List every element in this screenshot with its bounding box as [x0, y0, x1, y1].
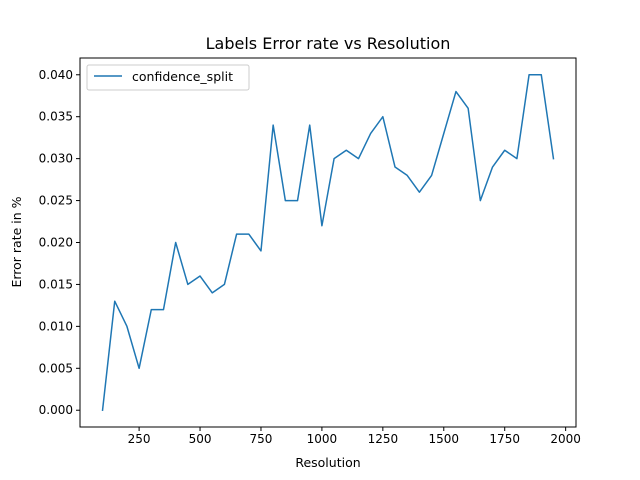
data-point — [430, 174, 432, 176]
data-point — [150, 308, 152, 310]
data-point — [199, 275, 201, 277]
x-axis-ticks: 250 500 750 1000 1250 1500 1750 2000 — [128, 427, 581, 446]
data-point — [516, 157, 518, 159]
x-tick-label: 1750 — [489, 432, 520, 446]
legend-label: confidence_split — [132, 69, 233, 84]
data-point — [174, 241, 176, 243]
data-point — [333, 157, 335, 159]
legend-box — [86, 64, 250, 91]
data-point — [552, 157, 554, 159]
y-tick-label: 0.040 — [39, 68, 73, 82]
y-tick-label: 0.015 — [39, 277, 73, 291]
data-point — [504, 149, 506, 151]
data-point — [211, 292, 213, 294]
data-point — [126, 325, 128, 327]
y-axis-label: Error rate in % — [9, 196, 24, 287]
y-axis-ticks: 0.000 0.005 0.010 0.015 0.020 0.025 0.030 0.035… — [39, 68, 80, 417]
data-point — [528, 74, 530, 76]
data-point — [345, 149, 347, 151]
data-point — [309, 124, 311, 126]
x-axis-label: Resolution — [295, 455, 360, 470]
x-tick-label: 750 — [250, 432, 273, 446]
x-tick-label: 2000 — [550, 432, 581, 446]
data-point — [455, 90, 457, 92]
data-point — [260, 250, 262, 252]
data-point — [406, 174, 408, 176]
x-tick-label: 1500 — [429, 432, 460, 446]
series-layer — [101, 74, 555, 412]
y-tick-label: 0.025 — [39, 194, 73, 208]
data-point — [138, 367, 140, 369]
data-point — [114, 300, 116, 302]
data-point — [491, 166, 493, 168]
data-point — [357, 157, 359, 159]
data-point — [443, 132, 445, 134]
series-line-confidence-split — [101, 74, 555, 412]
legend: confidence_split — [86, 64, 250, 91]
data-point — [321, 225, 323, 227]
x-tick-label: 1000 — [307, 432, 338, 446]
data-point — [479, 199, 481, 201]
y-tick-label: 0.035 — [39, 110, 73, 124]
data-point — [369, 132, 371, 134]
data-point — [272, 124, 274, 126]
chart-title: Labels Error rate vs Resolution — [206, 34, 451, 53]
x-tick-label: 500 — [189, 432, 212, 446]
y-tick-label: 0.020 — [39, 236, 73, 250]
y-tick-label: 0.010 — [39, 319, 73, 333]
data-point — [418, 191, 420, 193]
data-point — [162, 308, 164, 310]
y-tick-label: 0.030 — [39, 152, 73, 166]
x-tick-label: 250 — [128, 432, 151, 446]
data-point — [223, 283, 225, 285]
data-point — [235, 233, 237, 235]
data-point — [394, 166, 396, 168]
data-point — [296, 199, 298, 201]
data-point — [187, 283, 189, 285]
x-tick-label: 1250 — [368, 432, 399, 446]
y-tick-label: 0.000 — [39, 403, 73, 417]
y-tick-label: 0.005 — [39, 361, 73, 375]
data-point — [382, 116, 384, 118]
data-point — [248, 233, 250, 235]
data-point — [101, 409, 103, 411]
data-point — [284, 199, 286, 201]
data-point — [467, 107, 469, 109]
data-point — [540, 74, 542, 76]
